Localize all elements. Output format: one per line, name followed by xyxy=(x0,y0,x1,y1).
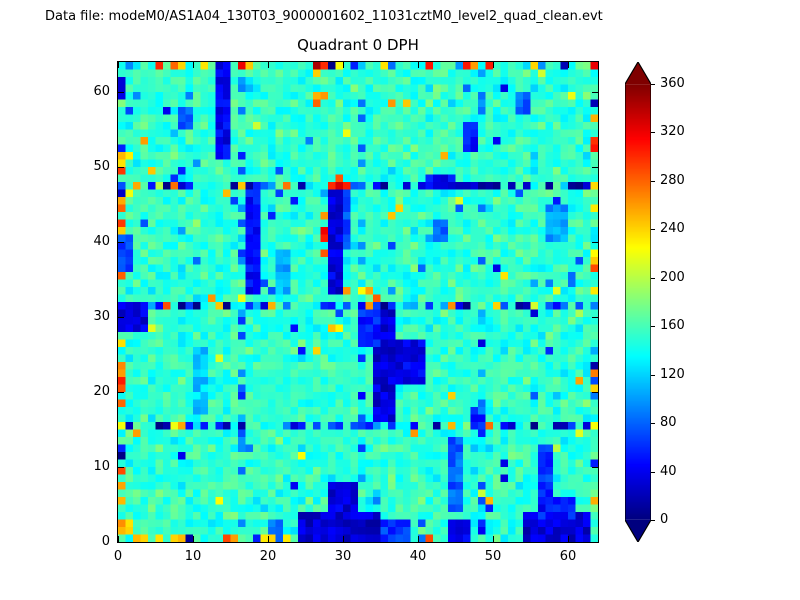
x-tick-mark xyxy=(118,536,119,542)
colorbar xyxy=(625,62,691,542)
colorbar-tick-label: 320 xyxy=(660,124,685,140)
y-tick-mark xyxy=(118,392,124,393)
x-tick-mark xyxy=(343,62,344,68)
colorbar-tick-label: 280 xyxy=(660,172,685,188)
x-tick-mark xyxy=(118,62,119,68)
x-tick-mark xyxy=(268,62,269,68)
x-tick-label: 50 xyxy=(484,549,502,564)
y-tick-mark xyxy=(118,242,124,243)
x-tick-label: 20 xyxy=(259,549,277,564)
colorbar-tick-mark xyxy=(651,84,655,85)
x-tick-mark xyxy=(193,62,194,68)
y-tick-label: 20 xyxy=(93,384,110,399)
colorbar-tick-mark xyxy=(651,520,655,521)
colorbar-tick-mark xyxy=(651,180,655,182)
y-tick-mark xyxy=(592,467,598,468)
x-tick-mark xyxy=(193,536,194,542)
y-tick-mark xyxy=(118,467,124,468)
y-tick-label: 30 xyxy=(93,309,110,324)
y-tick-mark xyxy=(118,317,124,318)
x-tick-mark xyxy=(418,536,419,542)
x-tick-label: 40 xyxy=(409,549,427,564)
x-tick-label: 0 xyxy=(113,549,123,564)
colorbar-tick-mark xyxy=(651,229,655,231)
y-tick-mark xyxy=(592,92,598,93)
colorbar-tick-label: 80 xyxy=(660,415,677,431)
y-tick-label: 10 xyxy=(93,459,110,474)
y-tick-mark xyxy=(592,317,598,318)
y-tick-label: 40 xyxy=(93,234,110,249)
x-tick-label: 10 xyxy=(184,549,202,564)
colorbar-tick-label: 200 xyxy=(660,269,685,285)
y-tick-mark xyxy=(118,92,124,93)
heatmap-plot xyxy=(117,61,599,543)
y-tick-mark xyxy=(592,392,598,393)
chart-title: Quadrant 0 DPH xyxy=(297,36,419,54)
x-tick-mark xyxy=(268,536,269,542)
y-tick-mark xyxy=(118,167,124,168)
colorbar-tick-label: 160 xyxy=(660,318,685,334)
colorbar-tick-label: 120 xyxy=(660,366,685,382)
colorbar-tick-label: 40 xyxy=(660,463,677,479)
colorbar-tick-label: 240 xyxy=(660,221,685,237)
colorbar-tick-mark xyxy=(651,423,655,425)
y-tick-mark xyxy=(592,167,598,168)
x-tick-label: 30 xyxy=(334,549,352,564)
colorbar-tick-mark xyxy=(651,326,655,328)
colorbar-tick-mark xyxy=(651,132,655,134)
colorbar-tick-label: 0 xyxy=(660,512,669,527)
x-tick-mark xyxy=(493,536,494,542)
x-tick-mark xyxy=(568,536,569,542)
y-tick-mark xyxy=(118,542,124,543)
x-tick-mark xyxy=(568,62,569,68)
y-tick-mark xyxy=(592,542,598,543)
x-tick-label: 60 xyxy=(559,549,577,564)
colorbar-tick-mark xyxy=(651,374,655,376)
colorbar-tick-mark xyxy=(651,471,655,473)
heatmap-canvas xyxy=(118,62,598,542)
x-tick-mark xyxy=(493,62,494,68)
colorbar-gradient xyxy=(625,62,651,542)
colorbar-outline xyxy=(625,62,651,542)
y-tick-label: 0 xyxy=(101,534,110,549)
y-tick-label: 50 xyxy=(93,159,110,174)
y-tick-mark xyxy=(592,242,598,243)
y-tick-label: 60 xyxy=(93,84,110,99)
data-file-label: Data file: modeM0/AS1A04_130T03_90000016… xyxy=(45,9,603,24)
x-tick-mark xyxy=(418,62,419,68)
colorbar-tick-label: 360 xyxy=(660,76,685,91)
x-tick-mark xyxy=(343,536,344,542)
colorbar-tick-mark xyxy=(651,277,655,279)
